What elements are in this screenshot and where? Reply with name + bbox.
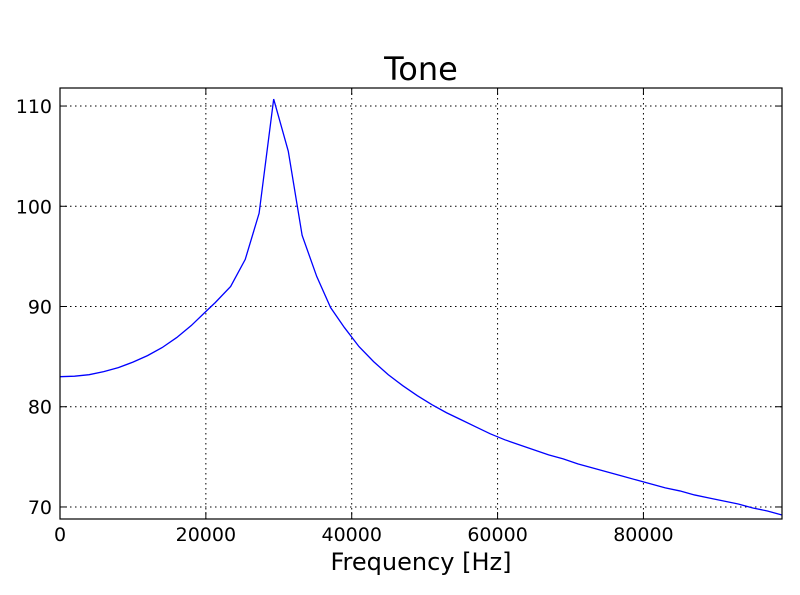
x-tick-label: 40000	[321, 524, 381, 546]
x-tick-label: 20000	[176, 524, 236, 546]
y-tick-label: 110	[16, 96, 52, 118]
y-tick-label: 70	[28, 497, 52, 519]
y-tick-label: 80	[28, 397, 52, 419]
y-tick-label: 100	[16, 196, 52, 218]
plot-area	[59, 98, 783, 516]
x-tick-label: 60000	[467, 524, 527, 546]
series-line-0	[59, 98, 783, 516]
grid	[60, 88, 782, 519]
chart-title: Tone	[383, 50, 458, 88]
y-tick-label: 90	[28, 297, 52, 319]
x-tick-label: 80000	[613, 524, 673, 546]
plot-frame	[59, 87, 783, 520]
axes: 0 20000 40000 60000 80000 70 80 90 100 110	[16, 88, 782, 546]
x-axis-label: Frequency [Hz]	[331, 548, 512, 576]
x-tick-label: 0	[54, 524, 66, 546]
